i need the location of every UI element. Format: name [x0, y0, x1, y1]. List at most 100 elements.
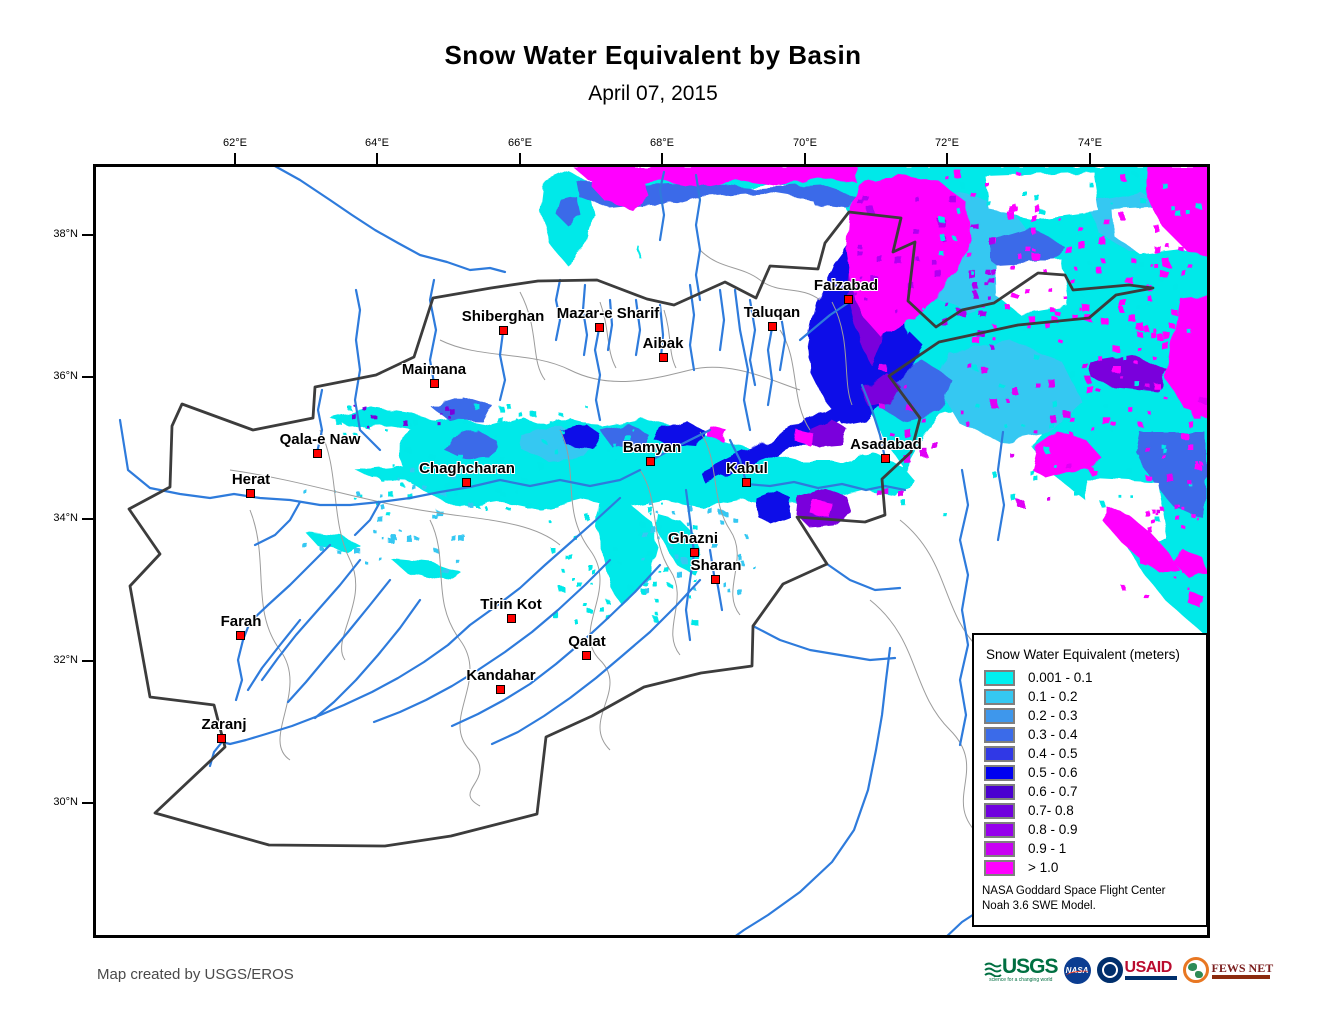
city-label: Chaghcharan [419, 460, 515, 477]
logo-strip: USGS science for a changing world NASA U… [984, 950, 1273, 990]
legend-label: > 1.0 [1028, 860, 1059, 875]
city-label: Faizabad [813, 277, 879, 294]
legend-source-line1: NASA Goddard Space Flight Center [982, 885, 1166, 897]
legend: Snow Water Equivalent (meters) 0.001 - 0… [972, 633, 1208, 927]
legend-label: 0.5 - 0.6 [1028, 765, 1078, 780]
legend-label: 0.1 - 0.2 [1028, 689, 1078, 704]
city-label: Zaranj [201, 716, 247, 733]
city-marker [646, 457, 655, 466]
city-marker [496, 685, 505, 694]
lon-tick-label: 66°E [508, 137, 532, 149]
lat-tick [82, 660, 93, 662]
legend-swatch [984, 669, 1015, 686]
lat-tick [82, 376, 93, 378]
city-marker [844, 295, 853, 304]
city-label: Mazar-e Sharif [556, 305, 660, 322]
city-marker [595, 323, 604, 332]
lat-tick [82, 518, 93, 520]
lon-tick [1089, 153, 1091, 164]
lat-tick [82, 802, 93, 804]
lon-tick-label: 70°E [793, 137, 817, 149]
legend-row: 0.6 - 0.7 [984, 782, 1206, 801]
city-label: Herat [231, 471, 271, 488]
city-label: Asadabad [850, 436, 922, 453]
city-marker [881, 454, 890, 463]
usgs-logo: USGS science for a changing world [984, 955, 1059, 983]
usaid-wordmark: USAID [1124, 959, 1173, 976]
lon-tick [376, 153, 378, 164]
legend-source: NASA Goddard Space Flight Center Noah 3.… [982, 884, 1206, 914]
city-label: Taluqan [743, 304, 801, 321]
fews-wordmark: FEWS NET [1211, 960, 1274, 975]
legend-label: 0.7- 0.8 [1028, 803, 1074, 818]
legend-row: 0.001 - 0.1 [984, 668, 1206, 687]
lon-tick-label: 68°E [650, 137, 674, 149]
legend-label: 0.8 - 0.9 [1028, 822, 1078, 837]
legend-row: 0.9 - 1 [984, 839, 1206, 858]
usaid-logo: USAID [1096, 957, 1177, 983]
legend-label: 0.3 - 0.4 [1028, 727, 1078, 742]
city-label: Farah [220, 613, 262, 630]
city-label: Maimana [401, 361, 467, 378]
legend-label: 0.9 - 1 [1028, 841, 1067, 856]
lon-tick [661, 153, 663, 164]
lon-tick-label: 64°E [365, 137, 389, 149]
legend-row: 0.4 - 0.5 [984, 744, 1206, 763]
legend-label: 0.2 - 0.3 [1028, 708, 1078, 723]
legend-label: 0.001 - 0.1 [1028, 670, 1093, 685]
legend-swatch [984, 859, 1015, 876]
city-label: Sharan [690, 557, 742, 574]
lat-tick-label: 30°N [53, 796, 78, 808]
city-marker [499, 326, 508, 335]
usgs-wordmark: USGS [1002, 955, 1059, 978]
page-subtitle: April 07, 2015 [588, 82, 718, 105]
nasa-logo: NASA [1063, 956, 1091, 984]
city-label: Shiberghan [461, 308, 545, 325]
lon-tick-label: 74°E [1078, 137, 1102, 149]
city-label: Bamyan [622, 439, 682, 456]
lat-tick-label: 32°N [53, 654, 78, 666]
legend-swatch [984, 688, 1015, 705]
lat-tick-label: 34°N [53, 512, 78, 524]
legend-source-line2: Noah 3.6 SWE Model. [982, 900, 1096, 912]
usaid-seal-icon [1096, 957, 1123, 983]
lon-tick-label: 62°E [223, 137, 247, 149]
city-marker [217, 734, 226, 743]
city-marker [582, 651, 591, 660]
legend-swatch [984, 745, 1015, 762]
city-marker [430, 379, 439, 388]
legend-row: 0.1 - 0.2 [984, 687, 1206, 706]
lat-tick-label: 36°N [53, 370, 78, 382]
snow-speckle-layer [301, 170, 1210, 625]
nasa-wordmark: NASA [1065, 965, 1089, 975]
city-label: Kabul [726, 460, 768, 477]
city-marker [313, 449, 322, 458]
afghanistan-border [127, 210, 1155, 848]
legend-row: 0.8 - 0.9 [984, 820, 1206, 839]
legend-swatch [984, 764, 1015, 781]
legend-label: 0.4 - 0.5 [1028, 746, 1078, 761]
legend-swatch [984, 707, 1015, 724]
legend-row: 0.7- 0.8 [984, 801, 1206, 820]
legend-swatch [984, 821, 1015, 838]
city-label: Qala-e Naw [279, 431, 361, 448]
city-label: Kandahar [466, 667, 536, 684]
snow-raster-layer [301, 166, 1210, 640]
lon-tick [946, 153, 948, 164]
lat-tick [82, 234, 93, 236]
legend-swatch [984, 726, 1015, 743]
lat-tick-label: 38°N [53, 228, 78, 240]
legend-row: 0.5 - 0.6 [984, 763, 1206, 782]
attribution: Map created by USGS/EROS [97, 966, 294, 983]
legend-row: 0.3 - 0.4 [984, 725, 1206, 744]
legend-label: 0.6 - 0.7 [1028, 784, 1078, 799]
page-title: Snow Water Equivalent by Basin [444, 40, 862, 70]
fews-tagline-bar [1211, 974, 1270, 979]
city-marker [711, 575, 720, 584]
city-marker [690, 548, 699, 557]
legend-swatch [984, 802, 1015, 819]
legend-title: Snow Water Equivalent (meters) [986, 647, 1180, 662]
legend-row: 0.2 - 0.3 [984, 706, 1206, 725]
usgs-wave-icon [984, 962, 1002, 977]
city-marker [236, 631, 245, 640]
